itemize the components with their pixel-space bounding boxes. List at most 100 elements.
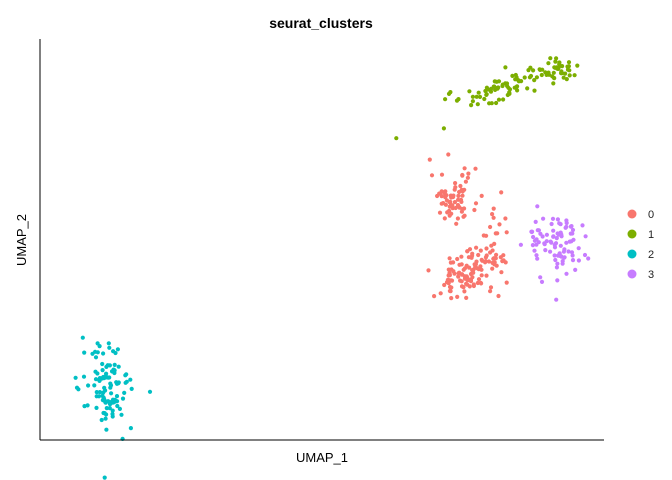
cluster-0-point (470, 268, 475, 273)
cluster-3-point (535, 256, 540, 261)
cluster-3-point (569, 224, 574, 229)
cluster-2-point (73, 375, 78, 380)
cluster-2-point (97, 376, 102, 381)
cluster-0-point (479, 267, 484, 272)
cluster-3-point (576, 258, 582, 263)
cluster-0-point (490, 266, 495, 271)
cluster-0-point (453, 185, 458, 190)
cluster-0-point (494, 252, 499, 257)
cluster-3-point (518, 242, 524, 247)
cluster-0-point (442, 282, 447, 288)
cluster-2-point (128, 426, 133, 431)
cluster-2-point (95, 371, 100, 376)
cluster-3-point (555, 217, 561, 222)
cluster-0-point (456, 193, 461, 198)
cluster-0-point (500, 259, 505, 264)
cluster-1-point (575, 63, 580, 68)
cluster-0-point (484, 273, 489, 278)
cluster-0-point (456, 274, 461, 279)
cluster-0-point (457, 262, 462, 267)
cluster-0-point (470, 275, 475, 280)
cluster-1-point (476, 90, 481, 95)
cluster-2-point (129, 386, 134, 391)
cluster-0-point (457, 270, 462, 275)
cluster-0-point (439, 201, 444, 206)
cluster-1-point (551, 81, 556, 86)
cluster-0-point (450, 203, 455, 208)
cluster-1-point (513, 72, 518, 78)
cluster-3-point (582, 252, 588, 258)
cluster-0-point (481, 233, 486, 238)
cluster-2-point (82, 350, 87, 355)
cluster-0-point (493, 231, 498, 236)
cluster-0-point (429, 173, 435, 178)
cluster-3-point (559, 232, 564, 237)
cluster-1-point (470, 99, 475, 104)
cluster-1-point (470, 94, 475, 99)
cluster-2-point (99, 417, 104, 423)
cluster-3-point (538, 275, 543, 280)
cluster-0-point (483, 260, 488, 265)
cluster-0-point (459, 187, 464, 192)
cluster-1-point (553, 59, 558, 64)
cluster-0-point (453, 181, 458, 186)
cluster-3-point (534, 242, 539, 247)
cluster-1-point (557, 60, 562, 65)
x-axis-label: UMAP_1 (296, 450, 348, 465)
cluster-2-point (122, 390, 127, 395)
cluster-0-point (466, 171, 471, 176)
legend-label-3: 3 (648, 269, 654, 281)
cluster-1-point (507, 90, 512, 95)
cluster-2-point (85, 403, 90, 408)
cluster-1-point (496, 85, 501, 90)
legend-key-3 (627, 269, 637, 279)
cluster-1-point (546, 61, 551, 66)
cluster-0-point (478, 248, 483, 253)
cluster-0-point (447, 256, 452, 261)
cluster-3-point (573, 267, 578, 272)
cluster-0-point (455, 294, 460, 299)
cluster-1-point (477, 94, 483, 99)
cluster-1-point (531, 68, 536, 73)
cluster-2-point (102, 411, 107, 416)
cluster-2-point (106, 341, 111, 346)
cluster-3-point (535, 228, 540, 233)
legend-label-1: 1 (648, 229, 654, 241)
cluster-3-point (580, 223, 585, 228)
legend-key-1 (627, 229, 637, 239)
cluster-1-point (494, 100, 499, 106)
cluster-0-point (452, 200, 457, 205)
cluster-0-point (462, 166, 467, 171)
cluster-1-point (572, 73, 577, 78)
cluster-3-point (552, 253, 557, 258)
cluster-1-point (555, 66, 560, 71)
cluster-3-point (543, 248, 548, 253)
cluster-0-point (503, 216, 508, 221)
cluster-0-point (446, 281, 451, 286)
cluster-1-point (538, 67, 543, 72)
cluster-0-point (490, 212, 495, 217)
cluster-2-point (111, 367, 117, 373)
cluster-3-point (549, 221, 554, 227)
cluster-2-point (97, 344, 102, 349)
cluster-0-point (471, 283, 476, 289)
cluster-2-point (74, 385, 80, 390)
cluster-1-point (493, 87, 498, 92)
legend-key-2 (627, 249, 637, 259)
cluster-1-point (566, 60, 572, 65)
cluster-1-point (482, 96, 487, 102)
cluster-0-point (447, 271, 452, 276)
cluster-3-point (544, 239, 549, 244)
cluster-2-point (115, 347, 120, 352)
cluster-0-point (494, 263, 499, 268)
cluster-3-point (562, 247, 567, 252)
cluster-0-point (456, 197, 461, 202)
cluster-1-point (515, 88, 520, 93)
cluster-0-point (460, 206, 465, 212)
cluster-2-point (107, 399, 112, 405)
cluster-2-point (97, 390, 102, 395)
cluster-0-point (479, 273, 484, 278)
cluster-0-point (479, 281, 484, 286)
cluster-1-point (496, 97, 502, 102)
cluster-2-point (100, 368, 105, 373)
